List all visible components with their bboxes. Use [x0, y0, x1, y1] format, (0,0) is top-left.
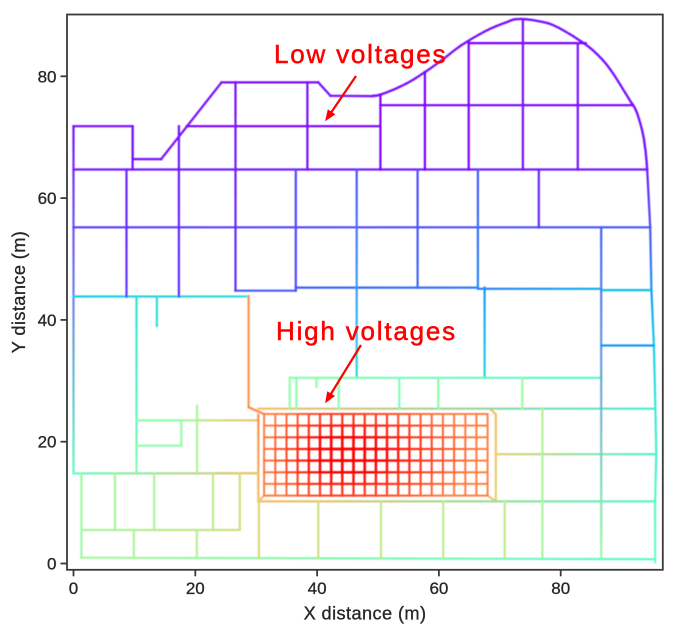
svg-text:80: 80	[551, 579, 570, 598]
svg-text:40: 40	[38, 311, 57, 330]
svg-text:60: 60	[429, 579, 448, 598]
svg-text:Low voltages: Low voltages	[274, 39, 447, 69]
svg-text:High voltages: High voltages	[276, 316, 457, 346]
svg-text:20: 20	[186, 579, 205, 598]
svg-text:40: 40	[308, 579, 327, 598]
svg-text:20: 20	[38, 433, 57, 452]
svg-text:0: 0	[69, 579, 78, 598]
svg-text:60: 60	[38, 189, 57, 208]
svg-text:X distance (m): X distance (m)	[304, 604, 427, 624]
svg-text:80: 80	[38, 67, 57, 86]
svg-text:Y distance (m): Y distance (m)	[9, 231, 29, 354]
svg-text:0: 0	[47, 555, 56, 574]
